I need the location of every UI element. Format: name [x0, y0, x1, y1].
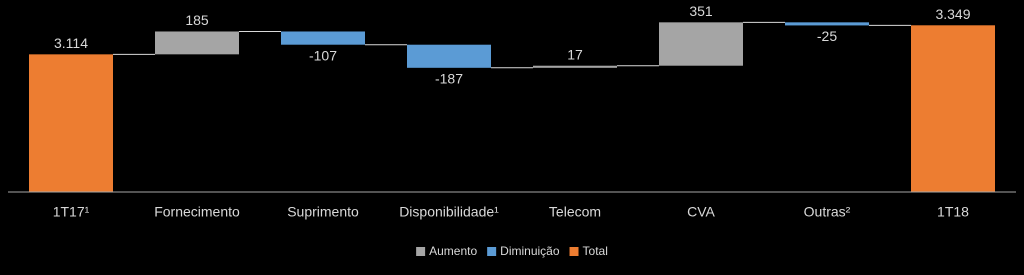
- value-label: 185: [185, 12, 209, 28]
- value-label: -25: [817, 28, 837, 44]
- legend-label: Aumento: [429, 244, 477, 258]
- x-tick-label: 1T17¹: [53, 204, 90, 220]
- bar: [29, 54, 113, 192]
- bar: [785, 22, 869, 26]
- bar: [281, 31, 365, 45]
- value-label: 351: [689, 3, 713, 19]
- legend-swatch: [487, 247, 497, 256]
- value-label: -107: [309, 47, 337, 63]
- value-label: 17: [567, 46, 583, 62]
- legend-swatch: [569, 247, 579, 256]
- legend-label: Total: [583, 244, 608, 258]
- value-label: 3.114: [54, 35, 88, 51]
- bar: [911, 25, 995, 193]
- bar: [533, 65, 617, 68]
- value-label: -187: [435, 71, 463, 87]
- value-label: 3.349: [935, 6, 970, 22]
- x-tick-label: Outras²: [804, 204, 851, 220]
- bar: [659, 22, 743, 66]
- bar: [407, 44, 491, 68]
- bar: [155, 31, 239, 55]
- legend-swatch: [416, 247, 426, 256]
- x-tick-label: 1T18: [937, 204, 969, 220]
- x-tick-label: Fornecimento: [154, 204, 240, 220]
- x-tick-label: Suprimento: [287, 204, 359, 220]
- x-tick-label: Disponibilidade¹: [399, 204, 499, 220]
- x-tick-label: Telecom: [549, 204, 601, 220]
- legend-label: Diminuição: [500, 244, 560, 258]
- x-tick-label: CVA: [687, 204, 715, 220]
